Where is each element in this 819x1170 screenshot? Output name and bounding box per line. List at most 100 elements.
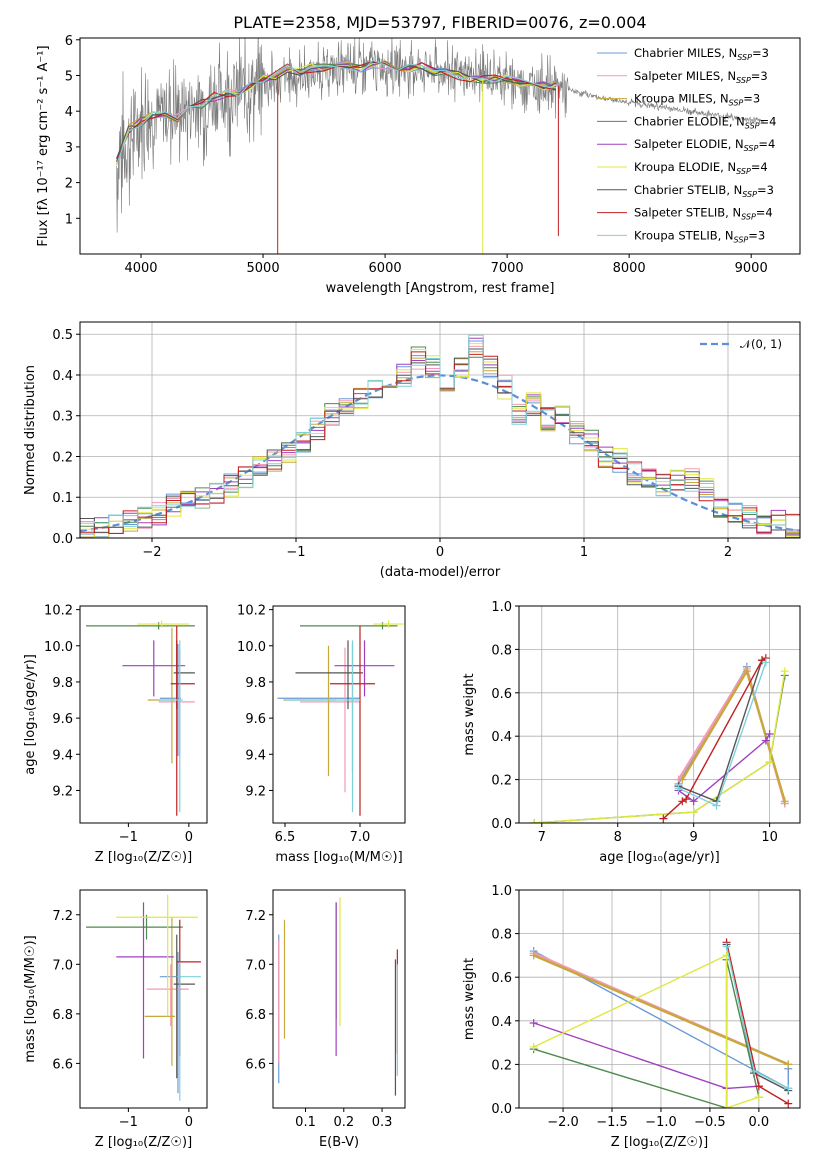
errorbar-point [116,902,174,1059]
x-axis-label: E(B-V) [319,1135,359,1150]
axes-frame [272,889,406,1109]
axes-frame [518,889,801,1109]
series-marker [529,1018,538,1027]
series-line [533,954,789,1066]
y-tick-label: 0.4 [491,730,512,745]
y-tick-label: 0.2 [491,774,512,789]
x-tick-label: −1 [286,545,305,560]
panel-spectrum: 4000 5000 6000 7000 8000 9000 1 2 3 4 5 6 wavelength… [36,34,801,296]
x-tick-label: 5000 [247,261,280,276]
series-marker [722,942,731,951]
weight-series [674,662,789,808]
x-tick-label: 0.0 [749,1115,770,1130]
legend-normal: 𝒩(0, 1) [700,337,782,351]
weight-series [678,667,789,806]
y-tick-label: 9.4 [52,748,73,763]
weight-series [529,951,793,1069]
legend-label: Kroupa STELIB, NSSP=3 [634,228,765,244]
x-tick-label: 0 [185,1115,193,1130]
y-tick-label: 0.6 [491,971,512,986]
y-tick-label: 1.0 [491,600,512,615]
figure-title: PLATE=2358, MJD=53797, FIBERID=0076, z=0… [233,13,646,32]
plot-area [80,322,800,538]
y-tick-label: 9.8 [52,676,73,691]
series-line [725,946,789,1090]
errorbar-point [285,640,360,813]
series-line [725,944,789,1092]
errorbar-point [116,894,198,1017]
series-marker [784,1084,793,1093]
y-tick-label: 1.0 [491,884,512,899]
x-tick-label: −1.5 [596,1115,628,1130]
legend-label: 𝒩(0, 1) [740,337,782,351]
y-tick-label: 10.0 [44,640,73,655]
y-tick-label: 6.8 [245,1008,266,1023]
plot-area [519,890,800,1108]
legend-label: Chabrier ELODIE, NSSP=4 [634,114,776,130]
y-tick-label: 6.6 [245,1057,266,1072]
series-marker [784,1099,793,1108]
y-tick-label: 3 [65,141,73,156]
errorbar-point [86,914,183,940]
plot-area [519,606,800,823]
axes-frame [272,605,406,824]
y-tick-label: 0.1 [52,491,73,506]
legend-label: Chabrier MILES, NSSP=3 [634,46,769,62]
axes-frame [79,37,801,255]
axes-frame [79,889,208,1109]
errorbar-point [170,625,195,816]
y-tick-label: 9.2 [245,784,266,799]
panel-residuals: 𝒩(0, 1) −2 −1 0 1 2 0.0 0.1 0.2 0.3 0.4 0.5 (data-mo… [23,321,801,580]
y-tick-label: 0.0 [491,1102,512,1117]
series-line [725,942,789,1105]
observed-spectrum [116,38,764,233]
y-tick-label: 7.2 [52,909,73,924]
y-tick-label: 9.2 [52,784,73,799]
weight-series [722,938,793,1108]
x-tick-label: −1.0 [645,1115,677,1130]
panel-z-age: −1 0 9.2 9.4 9.6 9.8 10.0 10.2 Z [log₁₀(Z/Z☉)] ag… [23,604,208,865]
y-tick-label: 0.2 [491,1058,512,1073]
errorbar-point [86,622,195,630]
x-axis-label: wavelength [Angstrom, rest frame] [326,281,555,296]
x-tick-label: 1 [580,545,588,560]
weight-series [722,942,793,1093]
y-tick-label: 0.2 [52,450,73,465]
weight-series [674,658,770,810]
y-tick-label: 0.0 [491,817,512,832]
legend: Chabrier MILES, NSSP=3 Salpeter MILES, NS… [597,46,776,244]
series-marker [530,819,539,823]
series-marker [758,656,767,665]
series-marker [765,730,774,739]
series-marker [712,801,721,810]
x-axis-label: (data-model)/error [380,565,501,580]
errorbar-point [176,919,201,1056]
weight-series [530,667,789,823]
y-tick-label: 0.6 [491,687,512,702]
x-tick-label: −1 [119,830,138,845]
series-marker [749,1066,758,1075]
y-tick-label: 7.0 [52,958,73,973]
y-axis-label: mass weight [462,673,477,755]
series-marker [754,1093,763,1102]
errorbar-point [173,934,195,1079]
legend-label: Kroupa ELODIE, NSSP=4 [634,160,768,176]
legend-label: Kroupa MILES, NSSP=3 [634,92,760,108]
y-tick-label: 6 [65,34,73,49]
y-tick-label: 5 [65,69,73,84]
series-marker [674,784,683,793]
series-marker [659,814,668,823]
y-axis-label: mass [log₁₀(M/M☉)] [23,935,38,1062]
panel-z-weight: −2.0 −1.5 −1.0 −0.5 0.0 0.0 0.2 0.4 0.6 0.8 1.0 Z [… [462,884,801,1150]
errorbar-point [137,620,189,628]
x-tick-label: 0.3 [372,1115,393,1130]
y-tick-label: 0.0 [52,532,73,547]
y-tick-label: 9.6 [245,712,266,727]
y-tick-label: 1 [65,212,73,227]
model-spectrum-8 [116,59,556,165]
axes-frame [518,605,801,824]
series-marker [765,758,774,767]
y-tick-label: 10.0 [237,640,266,655]
series-line [533,1022,759,1090]
x-tick-label: 9 [690,830,698,845]
